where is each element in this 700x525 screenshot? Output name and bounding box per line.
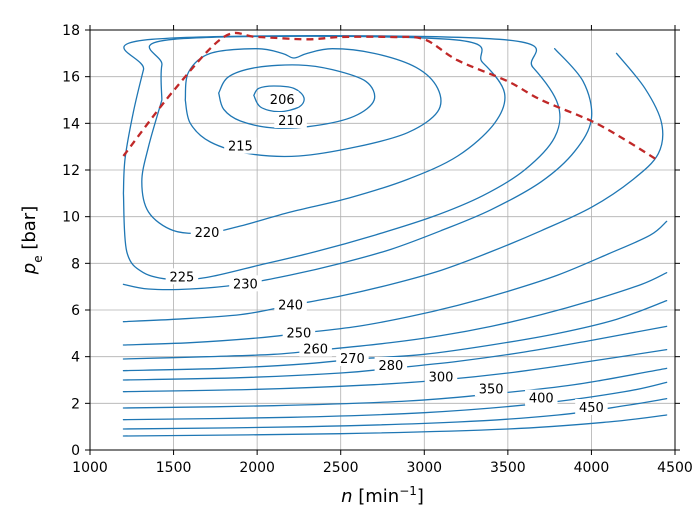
contour-260: [123, 273, 666, 359]
x-tick-label: 1500: [156, 460, 192, 476]
contour-230: [123, 49, 591, 290]
chart-svg: 2062102152202252302402502602702803003504…: [0, 0, 700, 525]
contour-220: [142, 36, 505, 233]
contour-label: 280: [378, 359, 403, 374]
contour-label: 230: [233, 277, 258, 292]
y-tick-label: 0: [71, 443, 80, 459]
contour-label: 450: [579, 401, 604, 416]
engine-bsfc-map: 2062102152202252302402502602702803003504…: [0, 0, 700, 525]
contour-label: 260: [303, 343, 328, 358]
full-load-line: [123, 33, 658, 161]
contour-label: 300: [429, 371, 454, 386]
x-tick-label: 4500: [657, 460, 693, 476]
x-tick-label: 3000: [406, 460, 442, 476]
y-tick-label: 14: [62, 116, 80, 132]
x-tick-label: 2000: [239, 460, 275, 476]
y-tick-label: 2: [71, 396, 80, 412]
contour-label: 240: [278, 298, 303, 313]
contour-label: 215: [228, 140, 253, 155]
contour-label: 210: [278, 114, 303, 129]
contour-label: 270: [340, 352, 365, 367]
contour-label: 400: [529, 392, 554, 407]
y-tick-label: 10: [62, 210, 80, 226]
y-tick-label: 8: [71, 256, 80, 272]
x-tick-label: 2500: [323, 460, 359, 476]
y-tick-label: 12: [62, 163, 80, 179]
full-load-curve: [123, 33, 658, 161]
y-axis-label: pe [bar]: [19, 206, 45, 275]
x-axis-label: n [min−1]: [341, 484, 424, 507]
contour-label: 225: [170, 270, 195, 285]
plot-area: 206 210 215 220 225 230 240 250 260 270 280 300 350 4…: [123, 33, 666, 436]
y-tick-label: 6: [71, 303, 80, 319]
x-tick-label: 4000: [574, 460, 610, 476]
x-tick-label: 3500: [490, 460, 526, 476]
contour-label: 350: [479, 382, 504, 397]
contour-label: 220: [195, 226, 220, 241]
grid: [90, 30, 675, 450]
x-tick-label: 1000: [72, 460, 108, 476]
y-tick-label: 4: [71, 350, 80, 366]
contour-label: 250: [287, 326, 312, 341]
contour-215: [185, 49, 441, 157]
y-tick-label: 16: [62, 70, 80, 86]
y-tick-label: 18: [62, 23, 80, 39]
contour-240: [123, 53, 662, 321]
contour-label: 206: [270, 93, 295, 108]
